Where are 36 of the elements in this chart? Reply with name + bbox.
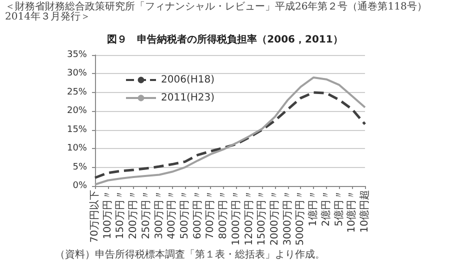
x-tick-label: 1億円〃	[307, 190, 320, 226]
x-tick-label: 800万円〃	[218, 190, 230, 240]
legend-label: 2011(H23)	[161, 92, 215, 104]
x-tick-label: 5億円〃	[332, 190, 345, 226]
x-tick-label: 3000万円〃	[282, 190, 294, 246]
x-tick-label: 200万円〃	[128, 190, 140, 240]
x-tick-label: 500万円〃	[180, 190, 190, 240]
y-tick-label: 20%	[66, 106, 88, 116]
y-tick-label: 15%	[66, 124, 88, 135]
x-tick-label: 250万円〃	[140, 190, 152, 240]
y-tick-label: 10%	[66, 144, 88, 154]
x-tick-label: 1500万円〃	[256, 190, 268, 246]
x-tick-label: 10億円超	[358, 190, 370, 233]
x-tick-label: 700万円〃	[205, 190, 216, 240]
x-tick-label: 1200万円〃	[244, 190, 255, 246]
text: ＜財務省財務総合政策研究所「フィナンシャル・レビュー」平成26年第２号（通巻第118号）2014年３月発行＞	[5, 0, 427, 22]
y-tick-label: 0%	[72, 181, 88, 191]
line-series	[94, 91, 366, 180]
x-tick-label: 150万円〃	[115, 190, 126, 240]
x-tick-label: 2000万円〃	[270, 190, 280, 246]
y-tick-label: 35%	[66, 50, 88, 60]
x-tick-label: 10億円〃	[346, 190, 358, 233]
x-tick-label: 1000万円〃	[230, 190, 242, 246]
x-tick-label: 5000万円〃	[295, 190, 306, 246]
text: （資料）申告所得税標本調査「第１表・総括表」より作成。	[55, 248, 325, 260]
x-tick-label: 70万円以下	[88, 190, 100, 243]
y-tick-label: 25%	[66, 87, 88, 98]
x-tick-label: 400万円〃	[166, 190, 178, 240]
legend-label: 2006(H18)	[161, 74, 215, 86]
x-tick-label: 600万円〃	[192, 190, 204, 240]
x-tick-label: 100万円〃	[102, 190, 114, 240]
x-tick-label: 300万円〃	[154, 190, 165, 240]
chart-title: 図９ 申告納税者の所得税負担率（2006，2011）	[107, 34, 343, 46]
y-tick-label: 30%	[66, 68, 88, 79]
x-tick-label: 2億円〃	[320, 190, 332, 226]
y-tick-label: 5%	[72, 162, 88, 172]
